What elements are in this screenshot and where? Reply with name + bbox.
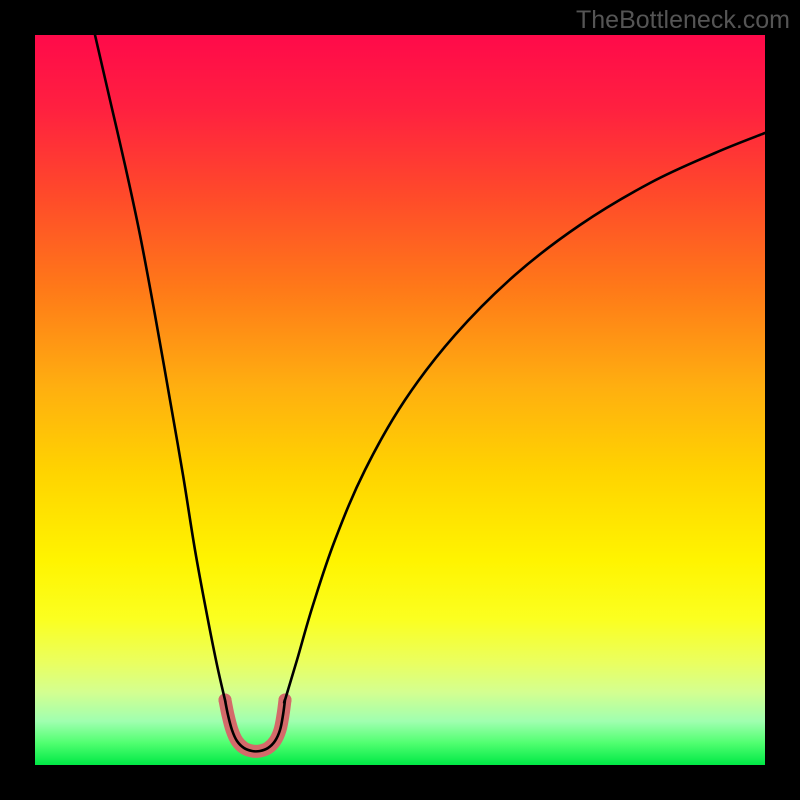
plot-gradient xyxy=(35,35,765,765)
chart-stage: TheBottleneck.com xyxy=(0,0,800,800)
chart-svg xyxy=(0,0,800,800)
